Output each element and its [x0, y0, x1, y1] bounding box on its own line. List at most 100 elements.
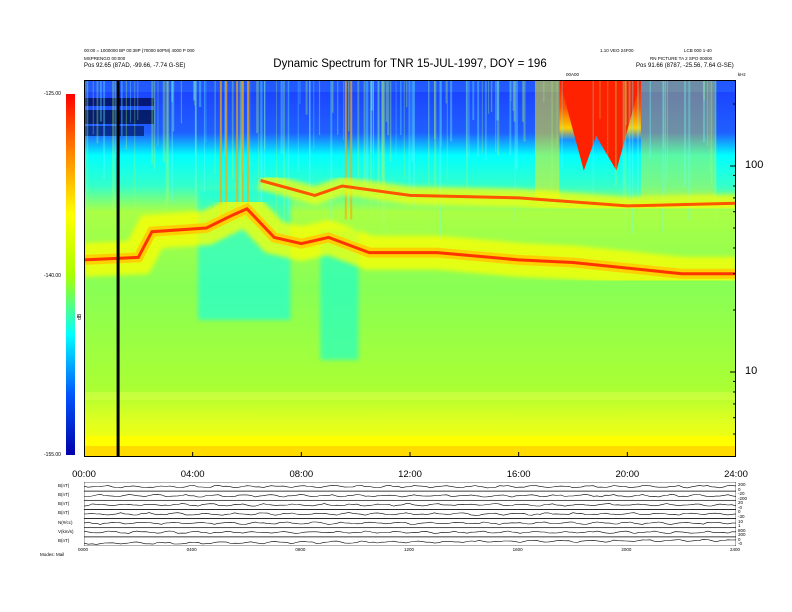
panel-tick-label: -20	[738, 491, 745, 497]
panel-label: V(km/s)	[58, 528, 74, 534]
noise-streak	[389, 80, 392, 162]
noise-streak	[515, 80, 518, 170]
panel-label: B(nT)	[58, 483, 70, 488]
colorbar-tick: -125.00	[44, 91, 61, 97]
panel-tick-label: 300	[738, 532, 746, 538]
noise-streak	[631, 80, 634, 234]
noise-streak	[481, 80, 483, 154]
panel-label: B(nT)	[58, 510, 70, 516]
noise-block	[84, 126, 144, 136]
noise-streak	[264, 80, 266, 182]
noise-streak	[365, 80, 369, 194]
noise-streak	[434, 80, 436, 140]
right-header-line3: RN PICTURE TA 2 SPO 00000	[650, 56, 713, 61]
noise-streak	[439, 80, 442, 239]
panel-label: B(nT)	[58, 492, 70, 498]
noise-streak	[313, 80, 315, 150]
noise-streak	[688, 80, 691, 221]
noise-streak	[198, 80, 202, 108]
noise-streak	[224, 80, 227, 156]
emission-band-core	[84, 207, 736, 276]
noise-streak	[370, 80, 372, 218]
noise-streak	[203, 80, 206, 193]
noise-streak	[214, 80, 216, 174]
noise-streak	[628, 80, 631, 205]
noise-streak	[561, 80, 563, 169]
noise-streak	[96, 80, 99, 144]
right-header-line4: Pos 91.66 (8787, -25.56, 7.64 G-SE)	[636, 63, 734, 69]
noise-streak	[205, 80, 207, 143]
right-header-line2: LCB 000 1-40	[684, 48, 712, 53]
noise-streak	[468, 80, 470, 158]
noise-streak	[171, 80, 174, 202]
left-header-line2: MSPRENGO 00:000	[84, 56, 126, 61]
noise-streak	[157, 80, 159, 146]
panel-tick-label: 800	[738, 527, 746, 533]
noise-streak	[381, 80, 384, 223]
noise-streak	[387, 80, 390, 136]
noise-streak	[490, 80, 493, 113]
colorbar-title: dB	[77, 313, 83, 320]
noise-streak	[406, 80, 408, 108]
panel-label: N(#/cc)	[58, 519, 73, 525]
noise-streak	[411, 80, 414, 163]
noise-streak	[231, 80, 234, 180]
noise-streak	[239, 80, 242, 224]
noise-streak	[382, 80, 386, 236]
panel-tick-label: -0	[738, 541, 743, 547]
noise-streak	[703, 80, 705, 101]
noise-streak	[649, 80, 651, 158]
noise-streak	[472, 80, 475, 121]
noise-streak	[171, 80, 174, 102]
noise-streak	[543, 80, 545, 103]
noise-streak	[466, 80, 468, 193]
noise-streak	[115, 80, 117, 158]
burst-halo	[640, 80, 715, 198]
noise-streak	[240, 80, 242, 233]
low-freq-band	[84, 446, 736, 457]
noise-streak	[280, 80, 283, 155]
panel-tick-label: 0	[738, 509, 741, 515]
noise-streak	[385, 80, 388, 122]
panel-x-tick-label: 1200	[404, 547, 415, 552]
noise-streak	[446, 80, 448, 180]
panel-tick-label: 1	[738, 523, 741, 529]
noise-streak	[350, 80, 353, 220]
noise-streak	[513, 80, 516, 122]
noise-streak	[153, 80, 156, 170]
noise-streak	[400, 80, 402, 136]
noise-streak	[305, 80, 308, 115]
noise-streak	[465, 80, 467, 162]
data-gap-line	[116, 80, 120, 457]
panel-x-tick-label: 0800	[295, 547, 306, 552]
panel-tick-label: 10	[738, 518, 744, 524]
panel-series	[84, 493, 736, 498]
x-tick-label: 20:00	[615, 469, 640, 480]
noise-streak	[666, 80, 668, 180]
noise-streak	[512, 80, 515, 111]
noise-streak	[134, 80, 136, 224]
noise-streak	[99, 80, 102, 122]
noise-streak	[256, 80, 259, 134]
noise-band	[84, 392, 736, 400]
noise-streak	[477, 80, 480, 157]
noise-streak	[663, 80, 665, 149]
noise-streak	[299, 80, 301, 104]
noise-streak	[395, 80, 397, 159]
panel-tick-label: 200	[738, 482, 746, 487]
y-tick-label: 10	[745, 365, 758, 377]
noise-streak	[151, 80, 154, 164]
noise-streak	[599, 80, 601, 120]
footer-label: Modes: Mail	[40, 552, 65, 557]
colorbar-tick: -155.00	[44, 452, 61, 458]
noise-streak	[137, 80, 139, 121]
noise-streak	[165, 80, 168, 212]
noise-streak	[260, 80, 263, 208]
panel-tick-label: 20	[738, 500, 744, 506]
noise-streak	[308, 80, 310, 189]
noise-streak	[637, 80, 639, 206]
noise-streak	[337, 80, 339, 135]
noise-streak	[440, 80, 442, 147]
noise-streak	[706, 80, 709, 146]
noise-streak	[86, 80, 89, 237]
